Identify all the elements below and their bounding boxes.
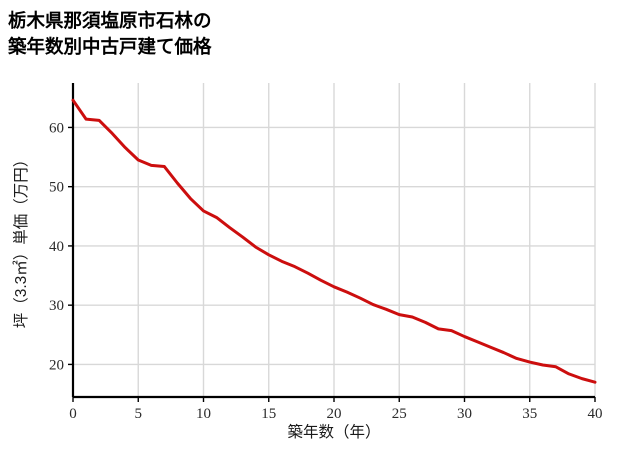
data-series-line	[71, 98, 597, 384]
x-tick-label: 10	[196, 406, 211, 422]
y-tick-label: 50	[49, 180, 64, 196]
y-tick-label: 40	[49, 239, 64, 255]
y-tick-label: 60	[49, 120, 64, 136]
x-tick-label: 0	[69, 406, 77, 422]
grid-lines	[72, 83, 596, 397]
axis-ticks	[68, 126, 596, 402]
y-axis-title: 坪（3.3㎡）単価（万円）	[12, 152, 30, 329]
x-tick-label: 20	[327, 406, 342, 422]
y-tick-label: 30	[49, 298, 64, 314]
chart-title: 栃木県那須塩原市石林の 築年数別中古戸建て価格	[8, 10, 212, 57]
x-tick-label: 25	[392, 406, 407, 422]
x-tick-label: 40	[588, 406, 603, 422]
x-tick-label: 30	[457, 406, 472, 422]
x-tick-label: 15	[261, 406, 276, 422]
y-tick-label: 20	[49, 357, 64, 373]
axis-tick-labels: 0 5 10 15 20 25 30 35 40 20 30 40 50 60	[49, 120, 603, 422]
x-tick-label: 35	[522, 406, 537, 422]
x-axis-title: 築年数（年）	[287, 423, 380, 441]
x-tick-label: 5	[135, 406, 143, 422]
